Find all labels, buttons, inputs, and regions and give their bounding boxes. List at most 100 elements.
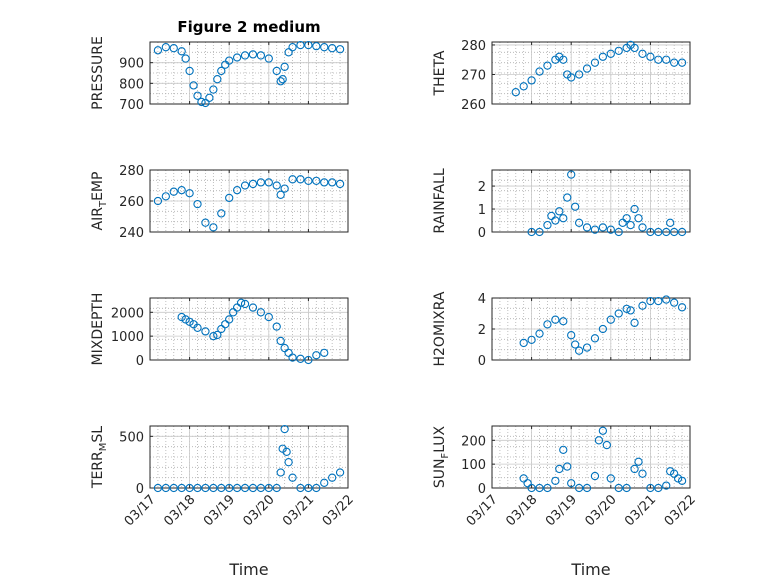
data-point (574, 483, 584, 493)
data-point (551, 216, 560, 225)
data-point (213, 75, 222, 84)
y-tick-label: 1000 (111, 330, 144, 345)
data-point (630, 204, 639, 214)
data-point (654, 483, 663, 493)
data-point (153, 46, 163, 55)
data-point (614, 46, 623, 56)
data-point (280, 184, 289, 193)
data-point (201, 98, 210, 108)
subplot-4: 0 1 2 RAINFALL (432, 168, 691, 241)
data-point (256, 178, 266, 187)
data-point (272, 66, 281, 76)
data-point (248, 483, 258, 493)
data-point (559, 55, 568, 64)
y-tick-label: 100 (461, 458, 486, 473)
data-point (630, 464, 639, 474)
data-point (205, 93, 214, 102)
subplot-6: 0 2 4 H2OMIXRA (432, 291, 691, 369)
data-point (551, 476, 560, 485)
data-point (288, 473, 297, 482)
data-point (626, 220, 635, 230)
data-point (312, 41, 321, 51)
y-axis-label: RAINFALL (432, 168, 448, 233)
data-point (527, 483, 536, 493)
data-point (527, 335, 536, 344)
data-point (240, 483, 250, 493)
data-point (284, 348, 293, 357)
data-point (161, 192, 170, 201)
y-tick-label: 0 (136, 482, 144, 497)
data-point (614, 309, 623, 318)
data-point (582, 343, 592, 352)
data-point (622, 483, 631, 493)
data-point (582, 223, 592, 232)
data-point (312, 351, 321, 360)
data-point (225, 56, 234, 65)
data-point (276, 190, 285, 199)
data-point (606, 49, 615, 58)
y-tick-label: 280 (119, 164, 144, 179)
data-point (284, 48, 293, 57)
data-point (618, 218, 627, 227)
data-point (335, 45, 345, 54)
subplot-8: 0 100 200 SUNFLUX 03/17 03/18 03/19 03/20 03/21 0… (432, 425, 699, 579)
data-point (304, 483, 313, 493)
data-point (264, 54, 273, 63)
data-point (567, 73, 576, 82)
data-point (563, 193, 572, 202)
data-point (527, 76, 536, 85)
data-point (296, 40, 305, 50)
data-point (590, 58, 600, 67)
y-tick-label: 1 (478, 203, 486, 218)
data-point (622, 214, 631, 223)
data-point (320, 43, 329, 52)
data-point (276, 336, 285, 346)
data-point (646, 52, 655, 61)
data-point (559, 214, 568, 223)
y-tick-label: 0 (478, 482, 486, 497)
data-point (221, 320, 230, 329)
data-point (646, 483, 655, 493)
data-point (567, 479, 576, 488)
data-point (256, 483, 266, 493)
data-point (646, 296, 655, 306)
y-tick-label: 240 (119, 226, 144, 241)
data-point (304, 40, 313, 50)
y-tick-label: 280 (461, 39, 486, 54)
data-point (225, 193, 234, 203)
data-point (232, 53, 242, 62)
data-point (296, 483, 305, 493)
data-point (232, 185, 242, 195)
data-point (535, 483, 544, 493)
y-tick-label: 500 (119, 430, 144, 445)
data-point (276, 468, 285, 477)
data-point (185, 66, 194, 76)
data-point (614, 227, 623, 237)
data-point (614, 483, 623, 493)
data-point (606, 474, 615, 483)
y-tick-label: 800 (119, 77, 144, 92)
data-point (662, 295, 671, 304)
axes-box (491, 169, 691, 233)
data-point (280, 343, 289, 353)
data-point (240, 299, 250, 309)
data-point (519, 338, 528, 348)
data-point (606, 315, 615, 324)
data-point (654, 296, 663, 306)
y-tick-label: 4 (478, 292, 486, 307)
data-point (248, 179, 258, 189)
data-point (217, 483, 226, 493)
y-tick-label: 700 (119, 98, 144, 113)
data-point (543, 61, 552, 70)
data-point (320, 478, 329, 487)
data-point (630, 43, 639, 53)
data-point (221, 60, 230, 69)
data-point (169, 187, 178, 196)
data-point (161, 483, 170, 493)
data-point (646, 227, 655, 237)
y-tick-label: 260 (119, 195, 144, 210)
data-point (574, 70, 584, 79)
y-axis-label: PRESSURE (90, 36, 106, 110)
data-point (598, 324, 608, 334)
